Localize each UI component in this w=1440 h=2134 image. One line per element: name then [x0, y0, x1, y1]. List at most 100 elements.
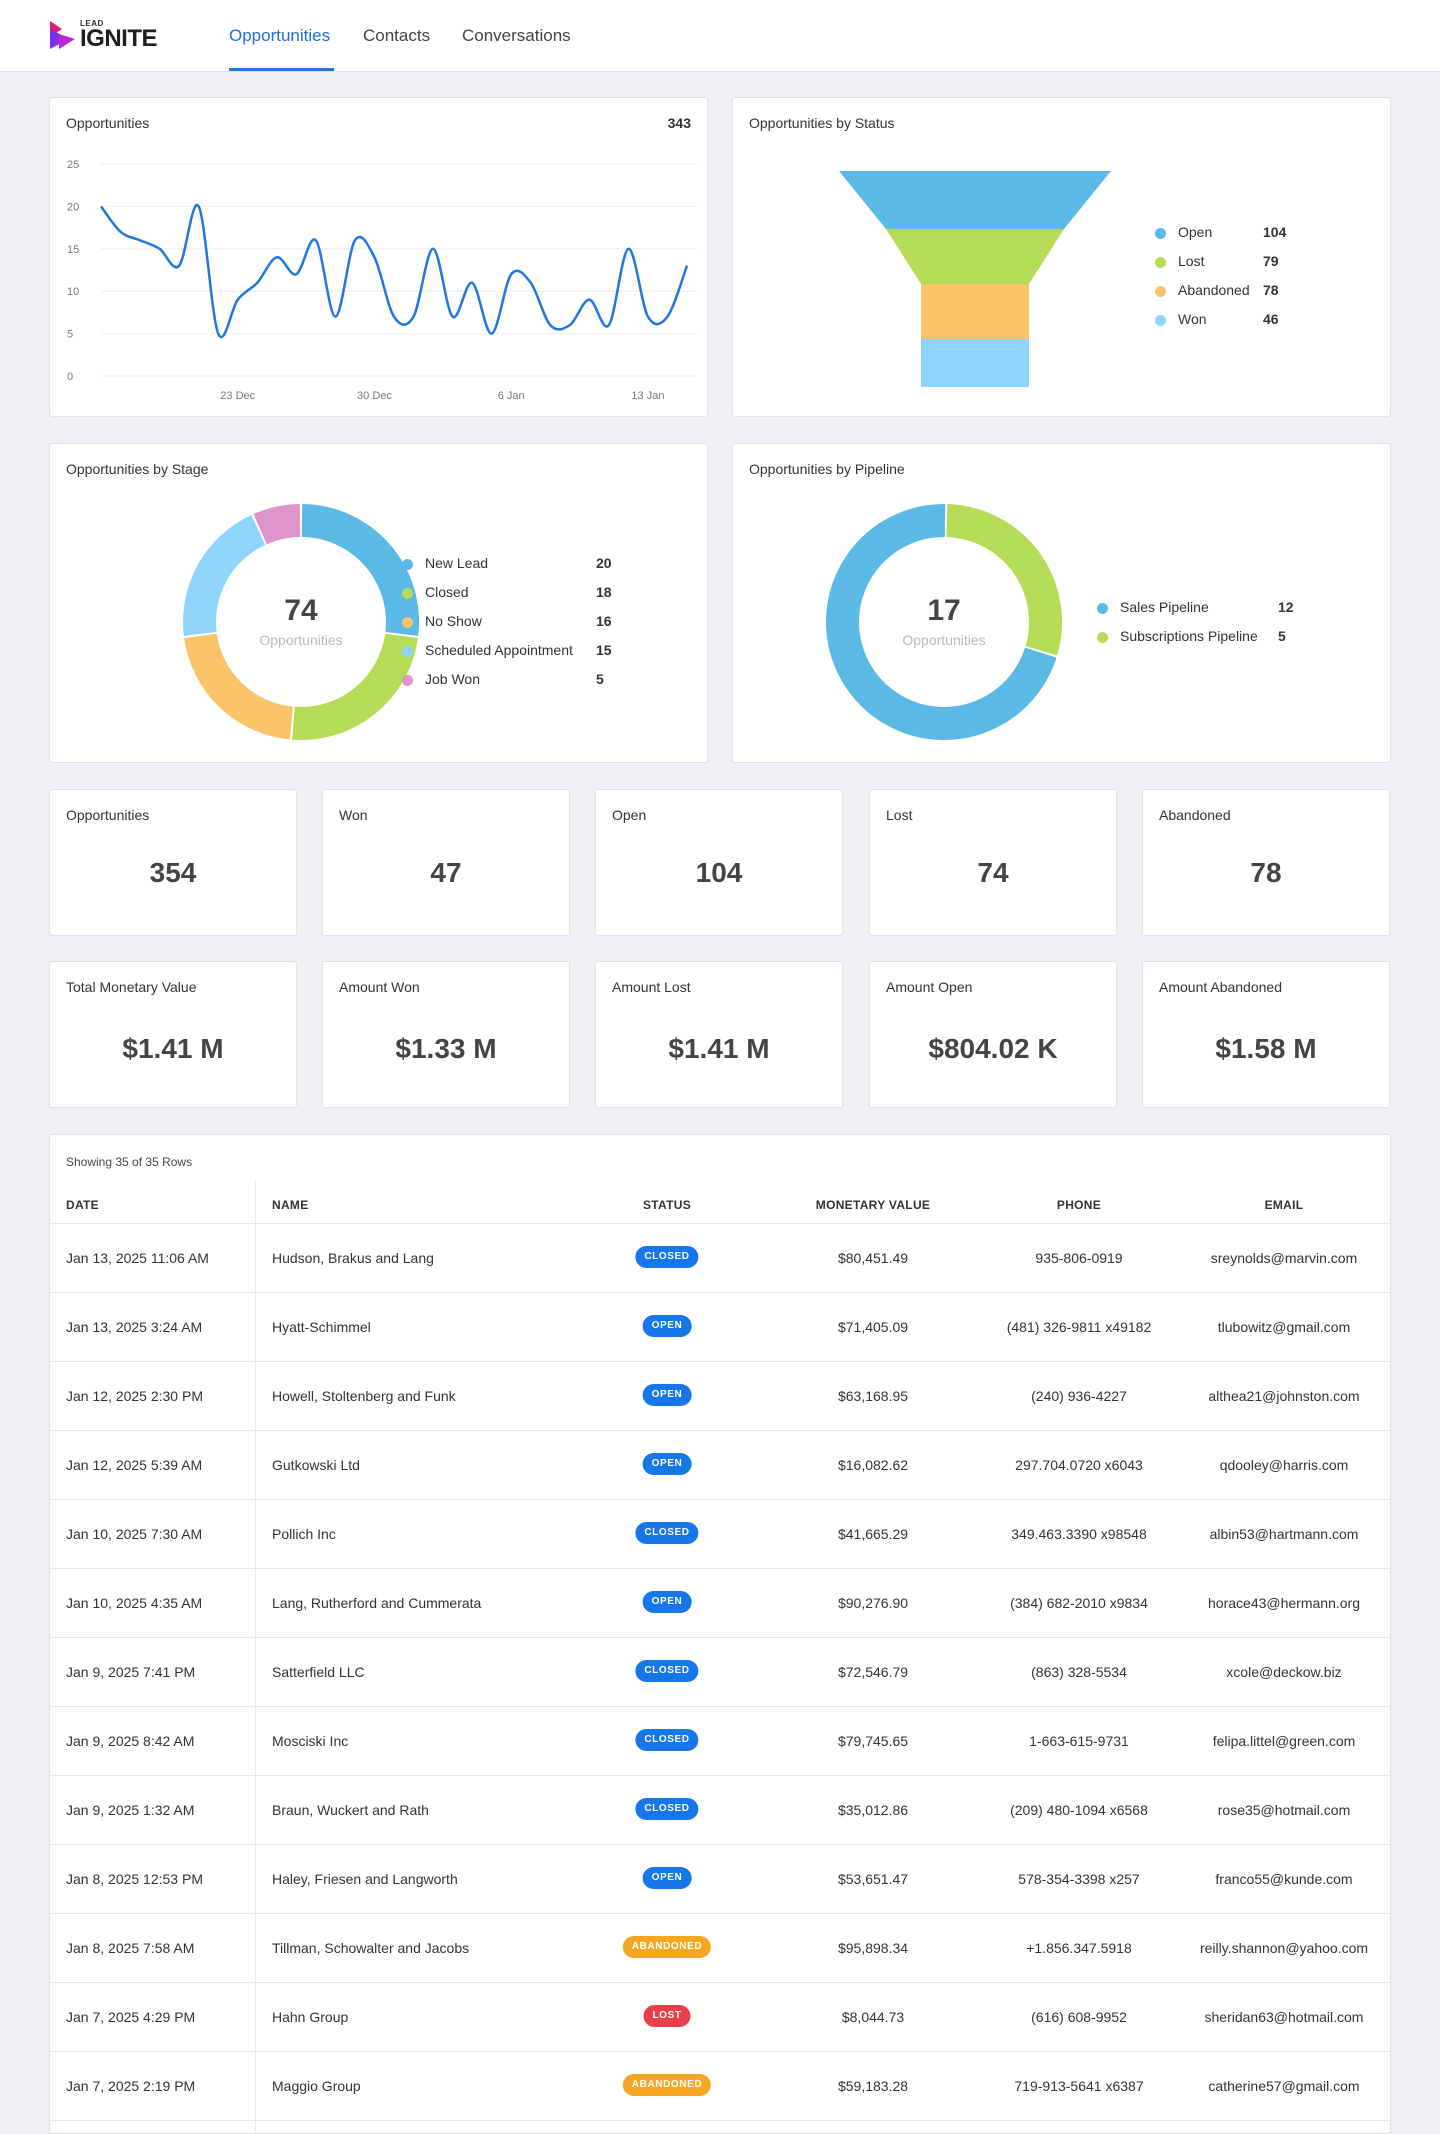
donut-segment-subscriptions-pipeline[interactable] [946, 504, 1062, 656]
status-badge: CLOSED [635, 1729, 699, 1751]
stat-value: 104 [695, 857, 743, 888]
stat-value: $1.58 M [1215, 1033, 1317, 1064]
cell-email: felipa.littel@green.com [1212, 1733, 1356, 1749]
table-row[interactable]: Jan 9, 2025 8:42 AM Mosciski Inc $79,745.6… [50, 1707, 1390, 1776]
table-row[interactable]: Jan 10, 2025 7:30 AM Pollich Inc $41,665.2… [50, 1500, 1390, 1569]
y-tick-label: 10 [67, 286, 79, 298]
legend-label: Job Won [425, 671, 480, 687]
table-row[interactable]: Jan 13, 2025 3:24 AM Hyatt-Schimmel $71,40… [50, 1293, 1390, 1362]
cell-phone: (481) 326-9811 x49182 [1006, 1319, 1152, 1335]
legend-item[interactable]: Lost 79 [1155, 253, 1305, 282]
table-row[interactable]: Jan 7, 2025 4:29 PM Hahn Group $8,044.73 (6… [50, 1983, 1390, 2052]
legend-item[interactable]: Sales Pipeline 12 [1097, 599, 1297, 628]
cell-date: Jan 13, 2025 3:24 AM [66, 1319, 203, 1335]
pipeline-donut-chart [826, 504, 1062, 740]
cell-name: Pollich Inc [272, 1526, 336, 1542]
table-row[interactable]: Jan 7, 2025 2:19 PM Maggio Group $59,183.2… [50, 2052, 1390, 2121]
chart-title: Opportunities by Pipeline [749, 461, 905, 477]
cell-name: Hyatt-Schimmel [272, 1319, 371, 1335]
legend-item[interactable]: New Lead 20 [402, 555, 624, 584]
logo-small-text: LEAD [80, 19, 104, 28]
cell-name: Hudson, Brakus and Lang [272, 1250, 434, 1266]
funnel-segment-abandoned[interactable] [921, 284, 1029, 339]
cell-name: Howell, Stoltenberg and Funk [272, 1388, 456, 1404]
funnel-segment-won[interactable] [921, 339, 1029, 387]
status-badge: CLOSED [635, 1660, 699, 1682]
status-badge: LOST [643, 2005, 691, 2027]
donut-segment-job-won[interactable] [253, 504, 301, 545]
legend-value: 18 [596, 584, 612, 600]
y-tick-label: 20 [67, 201, 79, 213]
table-row[interactable]: Jan 9, 2025 7:41 PM Satterfield LLC $72,54… [50, 1638, 1390, 1707]
tab-contacts[interactable]: Contacts [363, 26, 431, 45]
stat-label: Abandoned [1159, 807, 1231, 823]
tab-conversations[interactable]: Conversations [462, 26, 571, 45]
x-tick-label: 13 Jan [631, 390, 664, 402]
legend-label: Lost [1178, 253, 1205, 269]
stat-value: $1.33 M [395, 1033, 497, 1064]
tab-opportunities[interactable]: Opportunities [229, 26, 331, 45]
column-header-date[interactable]: DATE [66, 1198, 99, 1212]
legend-dot-icon [1097, 632, 1108, 643]
opportunities-line-chart: 0 5 10 15 20 25 23 Dec 30 Dec 6 Jan 13 Jan [67, 159, 697, 402]
legend-label: Sales Pipeline [1120, 599, 1209, 615]
amount-card-total: Total Monetary Value $1.41 M [49, 961, 297, 1108]
opportunities-table: Showing 35 of 35 Rows DATE NAME STATUS M… [49, 1134, 1391, 2134]
table-row[interactable]: Jan 8, 2025 7:58 AM Tillman, Schowalter a… [50, 1914, 1390, 1983]
cell-phone: 349.463.3390 x98548 [1011, 1526, 1147, 1542]
column-header-phone[interactable]: PHONE [1056, 1198, 1102, 1212]
logo-mark-icon [50, 21, 75, 49]
cell-phone: (616) 608-9952 [1031, 2009, 1127, 2025]
donut-segment-closed[interactable] [292, 633, 418, 740]
cell-monetary-value: $8,044.73 [841, 2009, 905, 2025]
amount-card-abandoned: Amount Abandoned $1.58 M [1142, 961, 1390, 1108]
table-row[interactable]: Jan 12, 2025 2:30 PM Howell, Stoltenberg … [50, 1362, 1390, 1431]
table-row[interactable]: Jan 9, 2025 1:32 AM Braun, Wuckert and Ra… [50, 1776, 1390, 1845]
cell-email: catherine57@gmail.com [1208, 2078, 1360, 2094]
donut-segment-scheduled-appointment[interactable] [183, 514, 266, 636]
legend-item[interactable]: Closed 18 [402, 584, 624, 613]
status-badge: OPEN [642, 1867, 692, 1889]
legend-item[interactable]: Job Won 5 [402, 671, 624, 700]
legend-value: 20 [596, 555, 612, 571]
legend-item[interactable]: Subscriptions Pipeline 5 [1097, 628, 1297, 657]
legend-item[interactable]: Scheduled Appointment 15 [402, 642, 624, 671]
donut-segment-new-lead[interactable] [301, 504, 419, 636]
legend-label: New Lead [425, 555, 489, 571]
donut-segment-no-show[interactable] [184, 633, 293, 740]
column-header-monetary-value[interactable]: MONETARY VALUE [815, 1198, 931, 1212]
cell-name: Hahn Group [272, 2009, 349, 2025]
cell-name: Tillman, Schowalter and Jacobs [272, 1940, 470, 1956]
legend-dot-icon [402, 646, 413, 657]
logo-big-text: IGNITE [80, 25, 158, 52]
stat-label: Total Monetary Value [66, 979, 197, 995]
cell-email: sreynolds@marvin.com [1210, 1250, 1358, 1266]
donut-center-label: Opportunities [902, 632, 986, 648]
funnel-segment-lost[interactable] [886, 229, 1064, 284]
table-row[interactable]: Jan 13, 2025 11:06 AM Hudson, Brakus and … [50, 1224, 1390, 1293]
funnel-segment-open[interactable] [839, 171, 1111, 229]
legend-item[interactable]: Open 104 [1155, 224, 1305, 253]
legend-item[interactable]: No Show 16 [402, 613, 624, 642]
chart-title: Opportunities [66, 115, 150, 131]
cell-monetary-value: $59,183.28 [837, 2078, 909, 2094]
stat-label: Open [612, 807, 647, 823]
legend-item[interactable]: Won 46 [1155, 311, 1305, 340]
table-row[interactable]: Jan 12, 2025 5:39 AM Gutkowski Ltd $16,082… [50, 1431, 1390, 1500]
opportunities-series-line[interactable] [99, 203, 689, 339]
cell-phone: (863) 328-5534 [1031, 1664, 1127, 1680]
cell-date: Jan 8, 2025 7:58 AM [66, 1940, 195, 1956]
cell-monetary-value: $90,276.90 [837, 1595, 909, 1611]
legend-item[interactable]: Abandoned 78 [1155, 282, 1305, 311]
cell-monetary-value: $80,451.49 [837, 1250, 909, 1266]
lead-ignite-logo[interactable]: LEAD IGNITE [47, 17, 167, 57]
column-header-status[interactable]: STATUS [642, 1198, 692, 1212]
cell-phone: 1-663-615-9731 [1029, 1733, 1129, 1749]
cell-name: Gutkowski Ltd [272, 1457, 360, 1473]
table-row[interactable]: Jan 10, 2025 4:35 AM Lang, Rutherford and… [50, 1569, 1390, 1638]
donut-center-value: 17 [927, 594, 961, 627]
column-header-name[interactable]: NAME [272, 1198, 309, 1212]
table-row[interactable]: Jan 8, 2025 12:53 PM Haley, Friesen and L… [50, 1845, 1390, 1914]
column-header-email[interactable]: EMAIL [1264, 1198, 1304, 1212]
opportunities-chart-card: Opportunities 343 0 5 10 15 20 25 23 Dec 30 Dec… [49, 97, 708, 417]
